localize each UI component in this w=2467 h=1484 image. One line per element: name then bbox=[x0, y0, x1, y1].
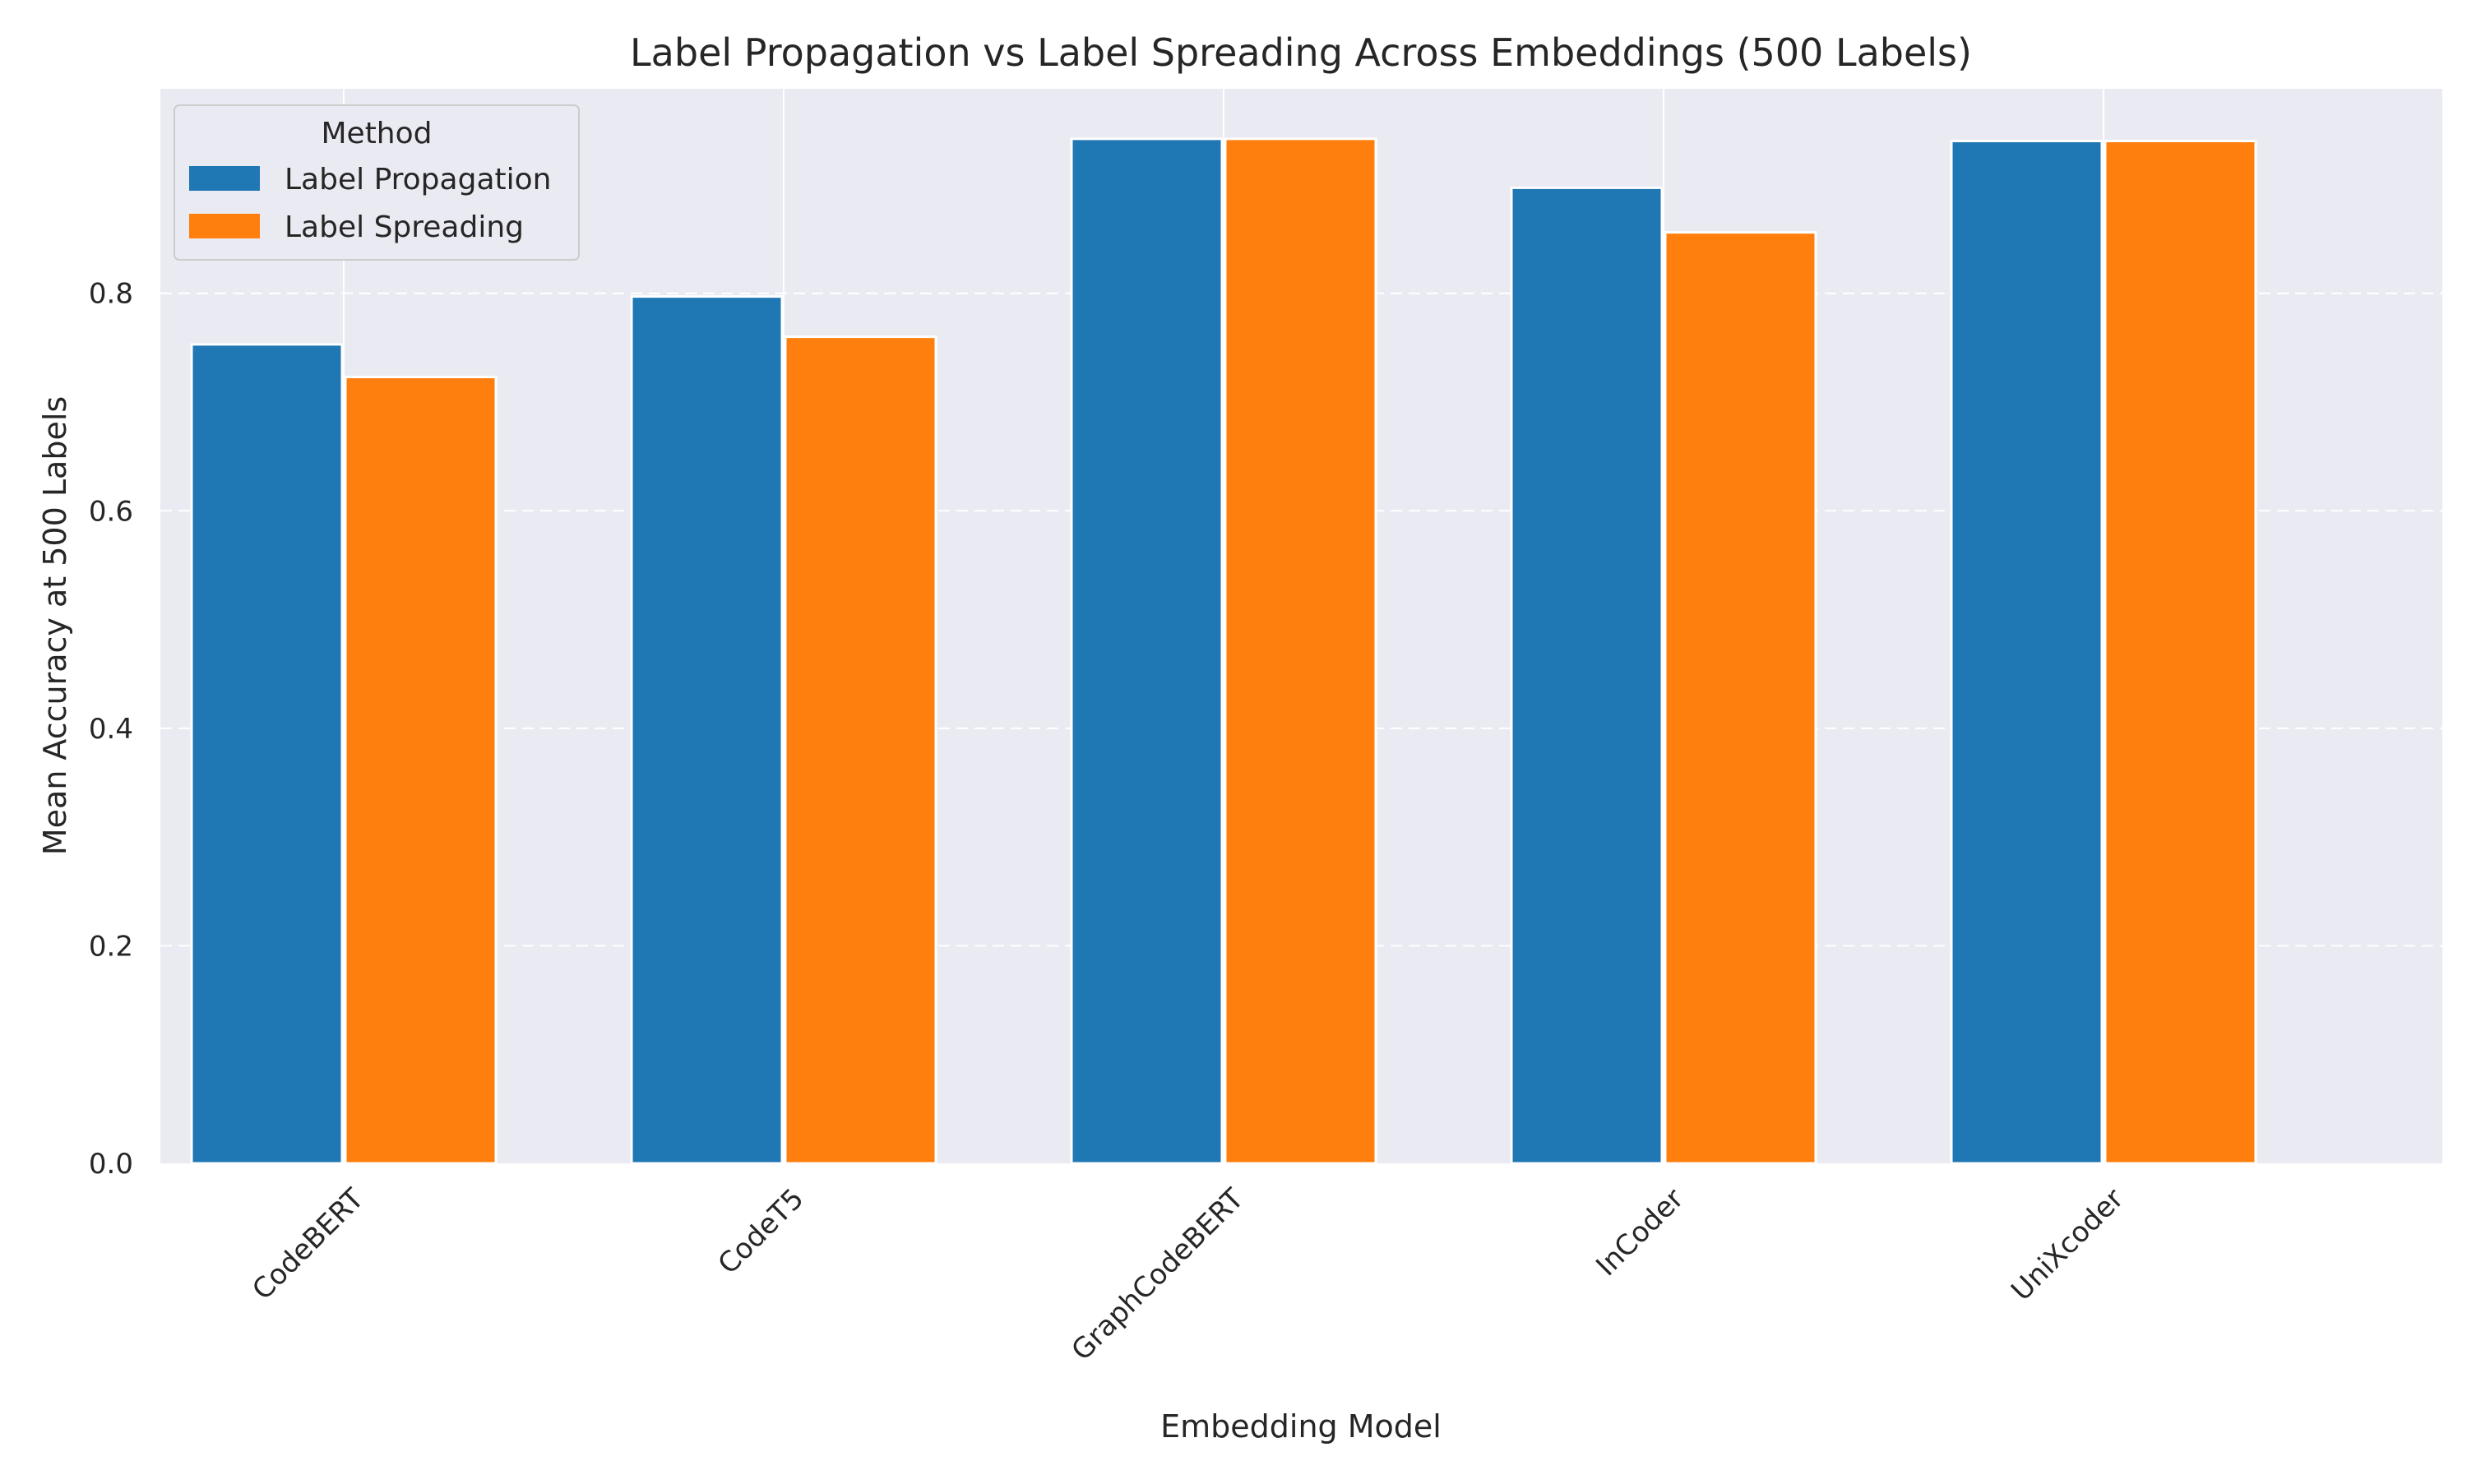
bar-incoder-label-propagation bbox=[1510, 186, 1664, 1165]
legend: Method Label Propagation Label Spreading bbox=[174, 104, 580, 261]
chart-title: Label Propagation vs Label Spreading Acr… bbox=[630, 30, 1972, 75]
y-tick-label: 0.8 bbox=[89, 278, 133, 311]
legend-label-label-spreading: Label Spreading bbox=[285, 210, 524, 244]
bar-unixcoder-label-spreading bbox=[2104, 139, 2257, 1165]
bar-graphcodebert-label-propagation bbox=[1070, 137, 1224, 1165]
legend-box bbox=[174, 104, 580, 261]
y-tick-label: 0.4 bbox=[89, 713, 133, 746]
bar-incoder-label-spreading bbox=[1664, 231, 1817, 1165]
y-tick-label: 0.6 bbox=[89, 495, 133, 528]
legend-title: Method bbox=[321, 117, 432, 150]
y-axis-ticks: 0.0 0.2 0.4 0.6 0.8 bbox=[89, 278, 133, 1181]
y-axis-label: Mean Accuracy at 500 Labels bbox=[37, 396, 73, 855]
bar-codet5-label-spreading bbox=[784, 335, 937, 1165]
bar-codebert-label-spreading bbox=[344, 376, 498, 1165]
legend-swatch-label-spreading bbox=[189, 214, 260, 238]
bar-graphcodebert-label-spreading bbox=[1224, 137, 1377, 1165]
bar-unixcoder-label-propagation bbox=[1950, 139, 2104, 1165]
bars bbox=[190, 137, 2257, 1165]
y-tick-label: 0.2 bbox=[89, 930, 133, 963]
x-axis-label: Embedding Model bbox=[1160, 1408, 1442, 1445]
legend-label-label-propagation: Label Propagation bbox=[285, 163, 551, 196]
y-tick-label: 0.0 bbox=[89, 1148, 133, 1181]
legend-swatch-label-propagation bbox=[189, 166, 260, 191]
bar-codet5-label-propagation bbox=[630, 295, 784, 1165]
bar-codebert-label-propagation bbox=[190, 343, 344, 1165]
